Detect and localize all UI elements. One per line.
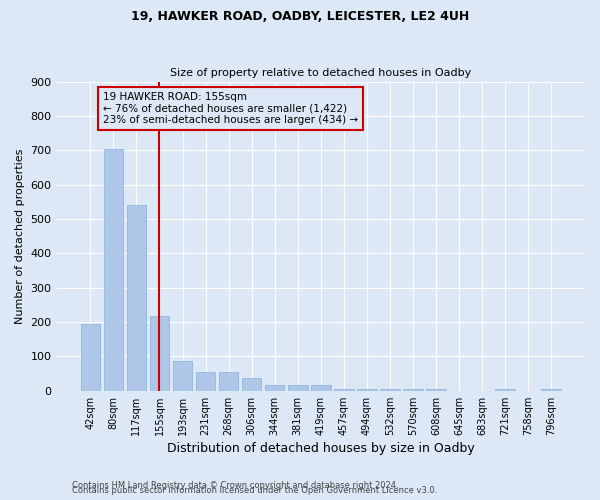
Bar (403, 389, 423, 391)
Bar (311, 384, 331, 391)
Y-axis label: Number of detached properties: Number of detached properties (15, 148, 25, 324)
Bar (149, 316, 169, 391)
Text: Contains HM Land Registry data © Crown copyright and database right 2024.: Contains HM Land Registry data © Crown c… (72, 481, 398, 490)
Bar (173, 360, 193, 391)
Bar (426, 389, 446, 391)
Bar (288, 384, 308, 391)
Bar (127, 205, 146, 391)
Text: 19 HAWKER ROAD: 155sqm
← 76% of detached houses are smaller (1,422)
23% of semi-: 19 HAWKER ROAD: 155sqm ← 76% of detached… (103, 92, 358, 125)
Text: Contains public sector information licensed under the Open Government Licence v3: Contains public sector information licen… (72, 486, 437, 495)
Bar (196, 372, 215, 391)
Bar (219, 372, 238, 391)
X-axis label: Distribution of detached houses by size in Oadby: Distribution of detached houses by size … (167, 442, 475, 455)
Bar (265, 384, 284, 391)
Bar (357, 389, 377, 391)
Bar (104, 149, 123, 391)
Bar (496, 389, 515, 391)
Text: 19, HAWKER ROAD, OADBY, LEICESTER, LE2 4UH: 19, HAWKER ROAD, OADBY, LEICESTER, LE2 4… (131, 10, 469, 23)
Bar (541, 389, 561, 391)
Bar (380, 389, 400, 391)
Bar (242, 378, 262, 391)
Bar (334, 389, 353, 391)
Title: Size of property relative to detached houses in Oadby: Size of property relative to detached ho… (170, 68, 472, 78)
Bar (80, 324, 100, 391)
